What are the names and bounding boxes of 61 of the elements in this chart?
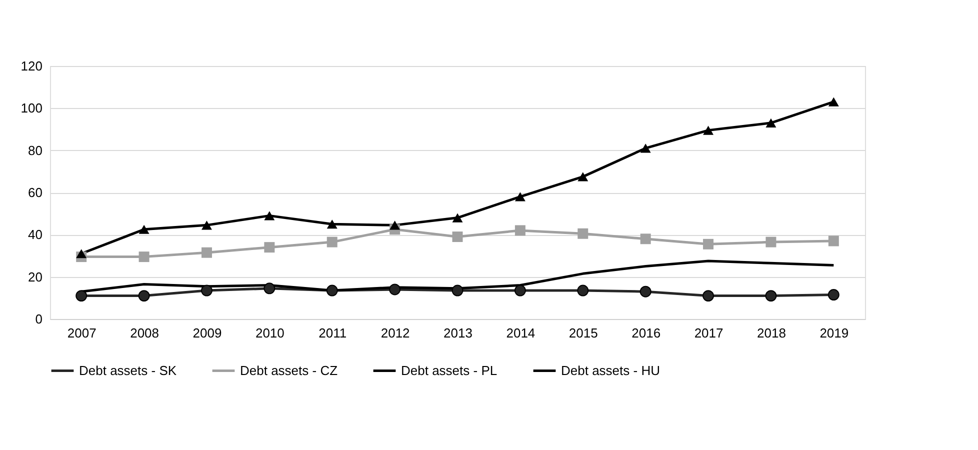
y-tick-label: 60 [28, 185, 42, 200]
legend-label: Debt assets - SK [79, 362, 177, 378]
point [828, 97, 839, 106]
point [138, 224, 150, 234]
point [452, 232, 463, 242]
point [390, 220, 400, 230]
point [200, 284, 212, 296]
point [703, 238, 714, 250]
y-tick-label: 120 [20, 58, 42, 74]
x-tick-label: 2012 [380, 326, 410, 340]
point [76, 249, 87, 258]
y-tick-label: 20 [28, 269, 42, 284]
x-tick-label: 2011 [318, 326, 347, 340]
point [452, 284, 464, 296]
x-tick-label: 2018 [757, 326, 786, 340]
x-tick-label: 2015 [568, 326, 598, 340]
point [577, 284, 589, 296]
point [514, 225, 526, 236]
point [264, 282, 276, 294]
point [76, 290, 88, 302]
y-tick-label: 40 [28, 227, 42, 242]
point [201, 220, 212, 230]
point [640, 144, 651, 153]
point [264, 242, 275, 253]
point [828, 289, 840, 300]
point [828, 236, 839, 246]
point [138, 252, 150, 262]
point [640, 234, 651, 244]
point [264, 211, 275, 220]
x-tick-label: 2014 [506, 326, 536, 340]
legend-label: Debt assets - HU [561, 362, 660, 378]
x-tick-label: 2013 [444, 326, 472, 340]
x-tick-label: 2007 [67, 326, 96, 340]
point [766, 118, 776, 128]
point [201, 247, 212, 258]
x-tick-label: 2019 [820, 326, 849, 340]
point [514, 284, 526, 296]
y-tick-label: 100 [20, 100, 42, 116]
point [703, 126, 714, 135]
point [326, 284, 338, 296]
point [640, 286, 652, 298]
point [578, 172, 588, 182]
point [702, 290, 714, 302]
point [138, 290, 150, 302]
point [326, 220, 338, 229]
x-tick-label: 2017 [694, 326, 724, 340]
x-tick-label: 2009 [192, 326, 222, 340]
y-tick-label: 80 [28, 142, 42, 158]
x-tick-label: 2008 [130, 326, 159, 340]
point [452, 213, 463, 222]
point [389, 284, 401, 296]
point [514, 192, 526, 202]
point [766, 236, 776, 248]
y-tick-label: 0 [35, 312, 42, 326]
point [578, 228, 588, 239]
x-tick-label: 2016 [632, 326, 661, 340]
point [765, 290, 777, 302]
legend-label: Debt assets - CZ [240, 362, 338, 378]
point [326, 236, 338, 248]
legend-label: Debt assets - PL [401, 362, 498, 378]
x-tick-label: 2010 [255, 326, 284, 340]
